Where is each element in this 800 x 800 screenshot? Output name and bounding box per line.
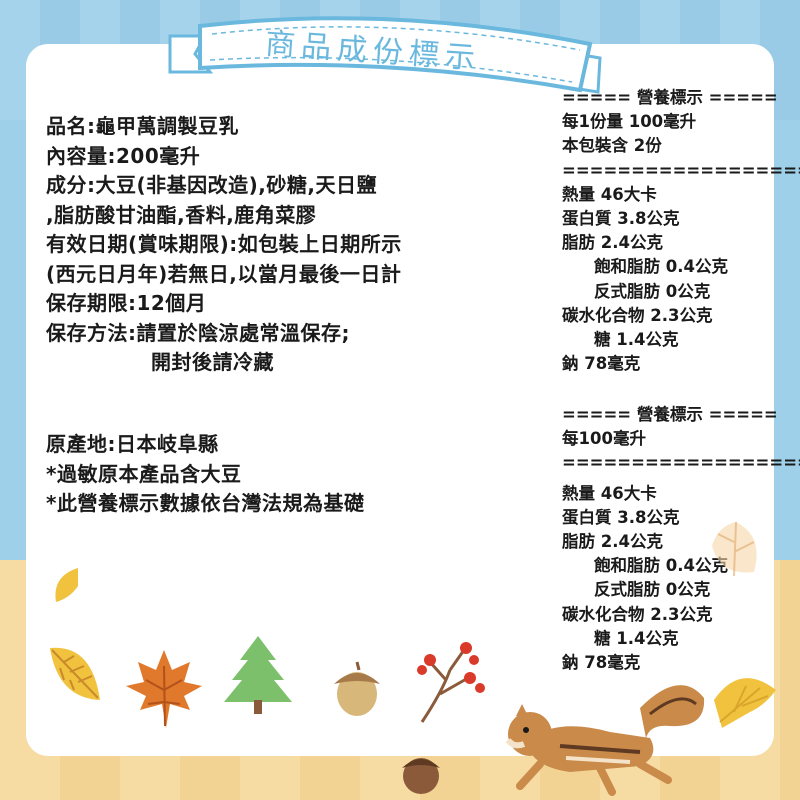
product-info: 品名:龜甲萬調製豆乳 內容量:200毫升 成分:大豆(非基因改造),砂糖,天日鹽… bbox=[46, 112, 546, 378]
product-name: 品名:龜甲萬調製豆乳 bbox=[46, 114, 239, 138]
servings-per-package: 本包裝含 2份 bbox=[562, 136, 662, 156]
ingredients-line-1: 成分:大豆(非基因改造),砂糖,天日鹽 bbox=[46, 173, 377, 197]
yellow-leaf-icon bbox=[50, 647, 100, 700]
calories: 熱量 46大卡 bbox=[562, 483, 657, 503]
acorn-icon bbox=[334, 661, 380, 716]
nutrition-divider: ================== bbox=[562, 453, 800, 473]
allergen-note: *過敏原本產品含大豆 bbox=[46, 461, 242, 486]
ingredients-line-2: ,脂肪酸甘油酯,香料,鹿角菜膠 bbox=[46, 202, 317, 227]
per-100ml-basis: 每100毫升 bbox=[562, 429, 646, 449]
origin-info: 原產地:日本岐阜縣 *過敏原本產品含大豆 *此營養標示數據依台灣法規為基礎 bbox=[46, 430, 546, 519]
label-card bbox=[26, 44, 774, 756]
expiry-line-2: (西元日月年)若無日,以當月最後一日計 bbox=[46, 261, 402, 286]
regulation-note: *此營養標示數據依台灣法規為基礎 bbox=[46, 491, 365, 515]
sodium: 鈉 78毫克 bbox=[562, 653, 641, 673]
content-volume: 內容量:200毫升 bbox=[46, 143, 201, 168]
protein: 蛋白質 3.8公克 bbox=[562, 507, 680, 527]
fat: 脂肪 2.4公克 bbox=[562, 532, 663, 552]
nutrition-table-per-serving: ===== 營養標示 ===== 每1份量 100毫升 本包裝含 2份 ====… bbox=[562, 86, 800, 376]
fat: 脂肪 2.4公克 bbox=[562, 233, 663, 253]
carbohydrate: 碳水化合物 2.3公克 bbox=[562, 305, 713, 325]
shelf-life: 保存期限:12個月 bbox=[46, 291, 207, 315]
saturated-fat: 飽和脂肪 0.4公克 bbox=[594, 556, 728, 576]
ginkgo-leaf-icon bbox=[714, 678, 776, 728]
berry-branch-icon bbox=[417, 642, 485, 723]
pine-tree-icon bbox=[224, 636, 292, 714]
squirrel-icon bbox=[505, 685, 705, 796]
protein: 蛋白質 3.8公克 bbox=[562, 209, 680, 229]
sugar: 糖 1.4公克 bbox=[594, 628, 679, 648]
ribbon-banner bbox=[168, 16, 602, 94]
nutrition-header: ===== 營養標示 ===== bbox=[562, 88, 778, 107]
carbohydrate: 碳水化合物 2.3公克 bbox=[562, 604, 713, 624]
half-leaf-icon bbox=[55, 568, 78, 602]
calories: 熱量 46大卡 bbox=[562, 184, 657, 204]
small-acorn-icon bbox=[402, 758, 440, 794]
maple-leaf-icon bbox=[126, 650, 202, 728]
trans-fat: 反式脂肪 0公克 bbox=[594, 281, 711, 301]
nutrition-header: ===== 營養標示 ===== bbox=[562, 405, 778, 424]
expiry-line-1: 有效日期(賞味期限):如包裝上日期所示 bbox=[46, 232, 402, 256]
saturated-fat: 飽和脂肪 0.4公克 bbox=[594, 257, 728, 277]
nutrition-divider: ================== bbox=[562, 160, 800, 180]
sodium: 鈉 78毫克 bbox=[562, 354, 641, 374]
serving-size: 每1份量 100毫升 bbox=[562, 112, 697, 132]
sugar: 糖 1.4公克 bbox=[594, 330, 679, 350]
faded-leaf-icon bbox=[712, 521, 757, 577]
storage-after-opening: 開封後請冷藏 bbox=[151, 350, 274, 374]
trans-fat: 反式脂肪 0公克 bbox=[594, 580, 711, 600]
nutrition-table-per-100ml: ===== 營養標示 ===== 每100毫升 ================… bbox=[562, 403, 800, 675]
storage-method: 保存方法:請置於陰涼處常溫保存; bbox=[46, 320, 350, 345]
country-of-origin: 原產地:日本岐阜縣 bbox=[46, 432, 219, 456]
